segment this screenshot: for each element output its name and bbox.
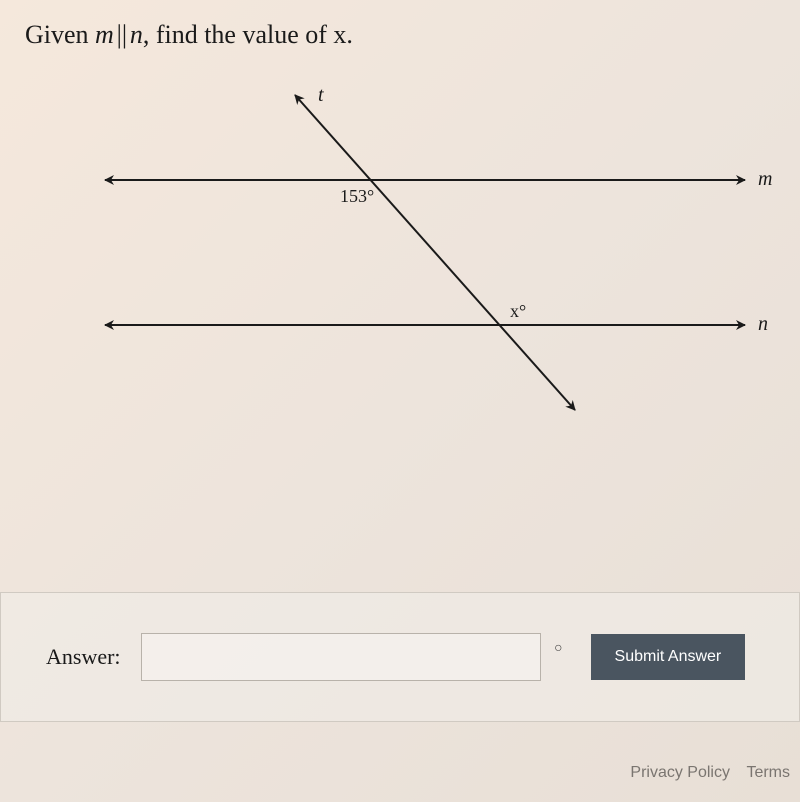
terms-link[interactable]: Terms: [746, 764, 790, 781]
answer-panel: Answer: ○ Submit Answer: [0, 592, 800, 722]
degree-indicator: ○: [554, 641, 562, 657]
label-m: m: [758, 168, 772, 191]
answer-label: Answer:: [46, 644, 121, 670]
answer-input[interactable]: [141, 633, 541, 681]
label-t: t: [318, 84, 324, 107]
privacy-link[interactable]: Privacy Policy: [630, 764, 730, 781]
answer-input-wrapper: ○: [141, 633, 541, 681]
diagram: t m n 153° x°: [0, 70, 800, 490]
math-m: m: [95, 20, 114, 49]
parallel-symbol: ||: [114, 20, 130, 50]
angle-x: x°: [510, 301, 526, 322]
footer: Privacy Policy Terms: [618, 764, 790, 782]
problem-prefix: Given: [25, 20, 95, 49]
diagram-svg: [0, 70, 800, 490]
problem-statement: Given m||n, find the value of x.: [0, 0, 800, 70]
problem-suffix: , find the value of x.: [143, 20, 353, 49]
angle-153: 153°: [340, 186, 374, 207]
label-n: n: [758, 313, 768, 336]
submit-button[interactable]: Submit Answer: [591, 634, 746, 680]
line-t: [295, 95, 575, 410]
math-n: n: [130, 20, 143, 49]
